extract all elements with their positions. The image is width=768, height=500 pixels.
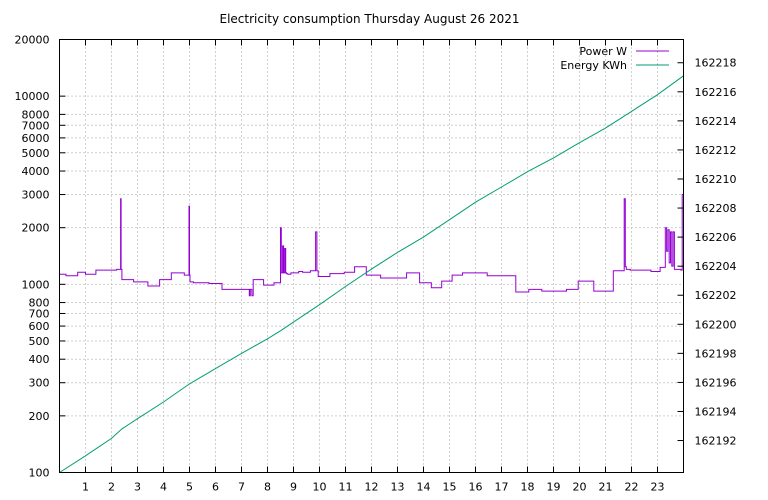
y-tick-label: 400 — [29, 353, 50, 366]
x-tick-label: 12 — [365, 481, 379, 494]
y-tick-label: 2000 — [22, 222, 50, 235]
y-tick-label: 700 — [29, 307, 50, 320]
y-tick-label: 600 — [29, 320, 50, 333]
y-tick-label: 6000 — [22, 132, 50, 145]
y2-tick-label: 162204 — [695, 260, 737, 273]
y-tick-label: 10000 — [15, 90, 50, 103]
y2-tick-label: 162192 — [695, 435, 737, 448]
x-tick-label: 9 — [290, 481, 297, 494]
y2-tick-label: 162200 — [695, 318, 737, 331]
x-tick-label: 14 — [417, 481, 431, 494]
power-series — [59, 194, 684, 297]
y-tick-label: 800 — [29, 297, 50, 310]
x-tick-label: 1 — [82, 481, 89, 494]
y-tick-label: 7000 — [22, 119, 50, 132]
energy-line — [59, 75, 684, 473]
x-tick-label: 3 — [134, 481, 141, 494]
x-tick-label: 17 — [495, 481, 509, 494]
x-axis-ticks: 1 2 3 4 5 6 7 8 9 10 11 12 13 14 15 16 17 18 19 20 21 22 23 — [82, 39, 665, 494]
legend-label-power: Power W — [579, 45, 627, 58]
x-tick-label: 8 — [264, 481, 271, 494]
y2-tick-label: 162194 — [695, 405, 737, 418]
x-tick-label: 13 — [391, 481, 405, 494]
legend: Power W Energy KWh — [560, 45, 669, 72]
x-tick-label: 5 — [186, 481, 193, 494]
y2-axis-ticks: 162192 162194 162196 162198 162200 162202 1622… — [677, 57, 737, 448]
x-tick-label: 18 — [521, 481, 535, 494]
y-tick-label: 5000 — [22, 147, 50, 160]
x-tick-label: 21 — [599, 481, 613, 494]
y-tick-label: 100 — [29, 467, 50, 480]
y2-tick-label: 162208 — [695, 202, 737, 215]
x-tick-label: 6 — [212, 481, 219, 494]
y2-tick-label: 162210 — [695, 173, 737, 186]
grid-lines — [59, 39, 684, 473]
y2-tick-label: 162214 — [695, 115, 737, 128]
x-tick-label: 16 — [469, 481, 483, 494]
x-tick-label: 22 — [625, 481, 639, 494]
x-tick-label: 4 — [160, 481, 167, 494]
chart-title: Electricity consumption Thursday August … — [220, 12, 520, 26]
x-tick-label: 7 — [238, 481, 245, 494]
y-tick-label: 20000 — [15, 34, 50, 47]
x-tick-label: 23 — [651, 481, 665, 494]
x-tick-label: 15 — [443, 481, 457, 494]
y-tick-label: 500 — [29, 335, 50, 348]
y2-tick-label: 162198 — [695, 347, 737, 360]
y2-tick-label: 162202 — [695, 289, 737, 302]
y-tick-label: 1000 — [22, 278, 50, 291]
y-tick-label: 8000 — [22, 108, 50, 121]
energy-series — [59, 75, 684, 473]
y-tick-label: 200 — [29, 410, 50, 423]
y-tick-label: 3000 — [22, 189, 50, 202]
power-line — [59, 194, 684, 297]
y-tick-label: 4000 — [22, 165, 50, 178]
y2-tick-label: 162218 — [695, 57, 737, 70]
x-tick-label: 11 — [339, 481, 353, 494]
x-tick-label: 2 — [108, 481, 115, 494]
legend-label-energy: Energy KWh — [560, 59, 627, 72]
y2-tick-label: 162196 — [695, 376, 737, 389]
x-tick-label: 19 — [547, 481, 561, 494]
y2-tick-label: 162216 — [695, 86, 737, 99]
y-tick-label: 300 — [29, 377, 50, 390]
x-tick-label: 20 — [573, 481, 587, 494]
x-tick-label: 10 — [313, 481, 327, 494]
y2-tick-label: 162212 — [695, 144, 737, 157]
y2-tick-label: 162206 — [695, 231, 737, 244]
